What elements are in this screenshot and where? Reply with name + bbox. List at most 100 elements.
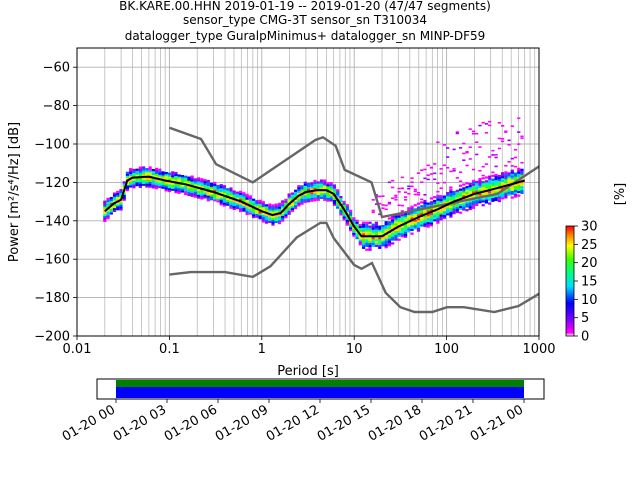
heatmap-cell bbox=[494, 198, 498, 202]
heatmap-cell bbox=[316, 191, 320, 194]
heatmap-cell bbox=[387, 221, 392, 224]
heatmap-cell bbox=[462, 194, 466, 198]
heatmap-cell bbox=[119, 194, 123, 198]
heatmap-cell bbox=[429, 201, 434, 204]
heatmap-cell bbox=[429, 224, 434, 227]
heatmap-cell bbox=[323, 183, 327, 186]
heatmap-cell bbox=[416, 214, 421, 217]
heatmap-cell bbox=[475, 141, 479, 144]
heatmap-cell bbox=[452, 208, 456, 211]
heatmap-cell bbox=[158, 168, 162, 171]
heatmap-cell bbox=[171, 186, 175, 189]
heatmap-cell bbox=[484, 176, 489, 179]
heatmap-cell bbox=[203, 184, 207, 188]
heatmap-cell bbox=[520, 161, 524, 164]
heatmap-cell bbox=[484, 180, 489, 183]
heatmap-cell bbox=[488, 190, 492, 194]
heatmap-cell bbox=[481, 200, 485, 203]
heatmap-cell bbox=[410, 215, 414, 218]
heatmap-cell bbox=[174, 171, 178, 175]
heatmap-cell bbox=[158, 172, 162, 175]
heatmap-cell bbox=[116, 208, 120, 211]
heatmap-cell bbox=[494, 173, 498, 177]
heatmap-cell bbox=[287, 210, 291, 213]
heatmap-cell bbox=[446, 166, 450, 169]
heatmap-cell bbox=[465, 205, 469, 208]
heatmap-cell bbox=[481, 188, 485, 191]
heatmap-cell bbox=[365, 239, 369, 242]
heatmap-cell bbox=[251, 210, 256, 213]
heatmap-cell bbox=[184, 185, 188, 188]
heatmap-cell bbox=[365, 244, 369, 247]
heatmap-cell bbox=[403, 224, 408, 227]
heatmap-cell bbox=[358, 231, 362, 234]
heatmap-cell bbox=[429, 216, 434, 219]
heatmap-cell bbox=[138, 168, 142, 171]
heatmap-cell bbox=[206, 183, 210, 187]
heatmap-cell bbox=[290, 205, 294, 209]
heatmap-cell bbox=[500, 193, 505, 196]
heatmap-cell bbox=[391, 232, 395, 235]
heatmap-cell bbox=[403, 191, 408, 194]
heatmap-cell bbox=[345, 221, 349, 224]
heatmap-cell bbox=[513, 176, 518, 179]
heatmap-cell bbox=[167, 186, 172, 189]
heatmap-cell bbox=[180, 180, 185, 183]
heatmap-cell bbox=[284, 198, 288, 202]
heatmap-cell bbox=[410, 185, 414, 188]
heatmap-cell bbox=[387, 217, 392, 220]
heatmap-cell bbox=[197, 196, 201, 199]
title-line-1: BK.KARE.00.HHN 2019-01-19 -- 2019-01-20 … bbox=[119, 0, 491, 13]
heatmap-cell bbox=[446, 211, 450, 214]
heatmap-cell bbox=[268, 209, 272, 212]
x-tick-label: 10 bbox=[346, 342, 363, 357]
heatmap-cell bbox=[342, 216, 346, 219]
heatmap-cell bbox=[426, 215, 430, 219]
heatmap-cell bbox=[336, 206, 340, 209]
heatmap-cell bbox=[319, 192, 324, 196]
heatmap-cell bbox=[235, 205, 240, 208]
heatmap-cell bbox=[132, 168, 136, 172]
heatmap-cell bbox=[164, 177, 168, 180]
heatmap-cell bbox=[277, 202, 282, 205]
heatmap-cell bbox=[468, 184, 472, 188]
heatmap-cell bbox=[407, 218, 411, 221]
heatmap-cell bbox=[158, 180, 162, 183]
heatmap-cell bbox=[158, 185, 162, 189]
heatmap-cell bbox=[138, 166, 142, 169]
heatmap-cell bbox=[436, 215, 440, 219]
heatmap-cell bbox=[481, 184, 485, 188]
heatmap-cell bbox=[180, 176, 185, 180]
heatmap-cell bbox=[342, 204, 346, 207]
heatmap-cell bbox=[517, 143, 521, 145]
heatmap-cell bbox=[209, 194, 214, 197]
heatmap-cell bbox=[258, 203, 262, 206]
heatmap-cell bbox=[274, 218, 278, 222]
heatmap-cell bbox=[500, 183, 505, 186]
heatmap-cell bbox=[410, 217, 414, 220]
heatmap-cell bbox=[436, 210, 440, 213]
heatmap-cell bbox=[213, 199, 217, 202]
heatmap-cell bbox=[132, 182, 136, 185]
heatmap-cell bbox=[336, 195, 340, 198]
heatmap-cell bbox=[361, 221, 366, 224]
heatmap-cell bbox=[520, 186, 524, 189]
heatmap-cell bbox=[125, 185, 130, 188]
heatmap-cell bbox=[329, 197, 333, 200]
y-tick-label: −200 bbox=[34, 330, 70, 345]
heatmap-cell bbox=[384, 246, 388, 249]
heatmap-cell bbox=[387, 228, 392, 232]
heatmap-cell bbox=[371, 242, 375, 246]
heatmap-cell bbox=[167, 187, 172, 191]
heatmap-cell bbox=[358, 235, 362, 238]
heatmap-cell bbox=[235, 195, 240, 198]
heatmap-cell bbox=[174, 191, 178, 194]
heatmap-cell bbox=[507, 187, 511, 190]
heatmap-cell bbox=[491, 199, 495, 202]
heatmap-cell bbox=[517, 167, 521, 170]
heatmap-cell bbox=[491, 171, 495, 174]
heatmap-cell bbox=[507, 143, 511, 146]
heatmap-cell bbox=[488, 183, 492, 186]
heatmap-cell bbox=[261, 216, 265, 219]
heatmap-cell bbox=[368, 242, 372, 246]
